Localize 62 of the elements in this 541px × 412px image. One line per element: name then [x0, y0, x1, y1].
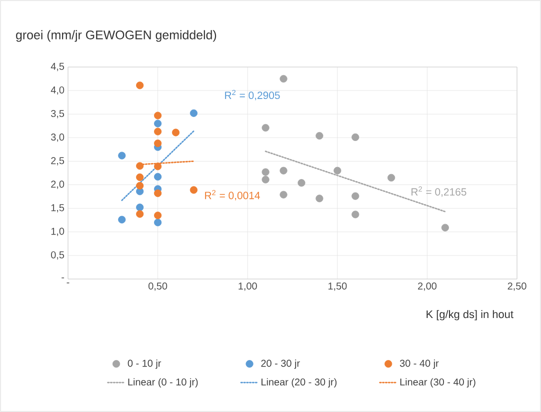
point: [154, 189, 162, 198]
point: [172, 128, 180, 136]
point: [118, 152, 126, 160]
chart-title: groei (mm/jr GEWOGEN gemiddeld): [16, 30, 216, 42]
annotation: R$^{2}$ = 0,2165: [412, 186, 466, 197]
point: [136, 162, 144, 170]
point: [334, 166, 342, 174]
y-tick-label: 1,0: [51, 228, 64, 236]
y-tick-label: 2,0: [51, 180, 64, 189]
point: [388, 174, 396, 182]
point: [154, 140, 162, 148]
point: [352, 210, 360, 218]
y-tick-label: 2,5: [51, 157, 64, 166]
point: [280, 190, 288, 198]
x-tick-label: 2,50: [508, 282, 526, 291]
point: [298, 179, 306, 187]
x-axis-title: K [g/kg ds] in hout: [426, 310, 514, 320]
y-tick-label: 0,5: [51, 251, 64, 260]
point: [280, 166, 288, 174]
x-tick-label: 1,00: [238, 282, 257, 291]
y-tick-label: 4,0: [50, 86, 64, 95]
point: [352, 133, 360, 141]
y-tick-label: 3,5: [51, 110, 64, 118]
point: [280, 74, 288, 83]
point: [262, 168, 270, 176]
legend-label: Linear (0 - 10 jr): [128, 378, 198, 388]
y-tick-label: 4,5: [50, 62, 64, 72]
point: [136, 182, 144, 190]
y-tick-label: -: [62, 277, 64, 278]
point: [136, 204, 144, 212]
point: [118, 216, 126, 224]
point: [190, 109, 198, 117]
point: [154, 112, 162, 120]
legend-label: Linear (30 - 40 jr): [400, 378, 476, 388]
point: [154, 120, 162, 128]
legend-label: 0 - 10 jr: [128, 360, 162, 369]
point: [154, 172, 162, 181]
point: [262, 176, 270, 184]
point: [136, 82, 144, 90]
x-tick-label: 1,50: [328, 282, 347, 291]
annotation: R$^{2}$ = 0,2905: [225, 90, 280, 100]
y-tick-label: 3,0: [51, 134, 64, 142]
point: [136, 210, 144, 218]
point: [154, 162, 162, 170]
annotation: R$^{2}$ = 0,0014: [205, 190, 260, 200]
x-tick-label: -: [66, 282, 70, 284]
y-tick-label: 1,5: [51, 204, 64, 212]
point: [316, 132, 324, 140]
legend-label: Linear (20 - 30 jr): [262, 378, 337, 388]
point: [190, 186, 198, 194]
point: [154, 128, 162, 136]
point: [441, 224, 449, 232]
x-tick-label: 2,00: [418, 282, 437, 291]
legend-label: 30 - 40 jr: [400, 360, 439, 369]
legend-label: 20 - 30 jr: [261, 360, 300, 369]
point: [352, 192, 360, 200]
x-tick-label: 0,50: [148, 282, 168, 291]
point: [154, 218, 162, 226]
point: [262, 124, 270, 132]
point: [136, 173, 144, 182]
point: [316, 194, 324, 202]
point: [154, 212, 162, 220]
